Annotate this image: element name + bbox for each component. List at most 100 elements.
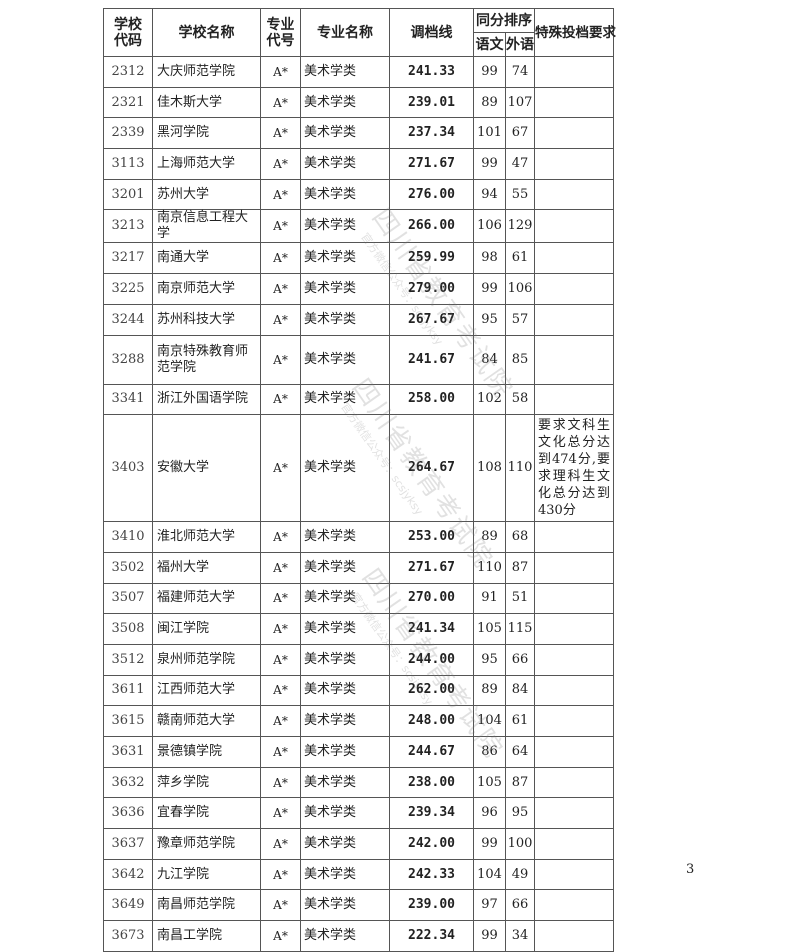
school-name-cell: 闽江学院 <box>152 613 261 645</box>
table-row: 3649 南昌师范学院 A* 美术学类 239.00 97 66 <box>103 889 614 922</box>
school-code-cell: 3410 <box>103 521 153 553</box>
chinese-rank-cell: 106 <box>473 209 506 244</box>
school-code-cell: 2339 <box>103 117 153 150</box>
school-code-cell: 3631 <box>103 736 153 768</box>
foreign-rank-cell: 67 <box>505 117 535 150</box>
table-row: 3512 泉州师范学院 A* 美术学类 244.00 95 66 <box>103 643 614 676</box>
chinese-rank-cell: 99 <box>473 148 506 180</box>
school-code-cell: 3649 <box>103 889 153 922</box>
special-requirement-cell <box>534 178 614 211</box>
foreign-rank-cell: 66 <box>505 889 535 922</box>
school-code-cell: 3113 <box>103 148 153 180</box>
foreign-rank-cell: 74 <box>505 56 535 88</box>
foreign-rank-cell: 68 <box>505 521 535 553</box>
table-row: 3636 宜春学院 A* 美术学类 239.34 96 95 <box>103 797 614 830</box>
header-school-name: 学校名称 <box>152 8 261 57</box>
major-code-cell: A* <box>260 334 301 385</box>
table-row: 3213 南京信息工程大学 A* 美术学类 266.00 106 129 <box>103 209 614 244</box>
special-requirement-cell <box>534 920 614 952</box>
school-name-cell: 南京特殊教育师范学院 <box>152 334 261 385</box>
school-name-cell: 泉州师范学院 <box>152 643 261 676</box>
major-name-cell: 美术学类 <box>300 86 390 119</box>
major-code-cell: A* <box>260 178 301 211</box>
major-code-cell: A* <box>260 521 301 553</box>
special-requirement-cell <box>534 889 614 922</box>
table-row: 3113 上海师范大学 A* 美术学类 271.67 99 47 <box>103 148 614 180</box>
special-requirement-cell <box>534 674 614 707</box>
school-code-cell: 3615 <box>103 705 153 737</box>
major-code-cell: A* <box>260 889 301 922</box>
chinese-rank-cell: 91 <box>473 582 506 615</box>
chinese-rank-cell: 105 <box>473 766 506 799</box>
table-row: 3244 苏州科技大学 A* 美术学类 267.67 95 57 <box>103 303 614 336</box>
table-row: 3631 景德镇学院 A* 美术学类 244.67 86 64 <box>103 736 614 768</box>
chinese-rank-cell: 95 <box>473 303 506 336</box>
cutoff-score-cell: 239.01 <box>389 86 474 119</box>
chinese-rank-cell: 96 <box>473 797 506 830</box>
school-name-cell: 黑河学院 <box>152 117 261 150</box>
foreign-rank-cell: 58 <box>505 383 535 416</box>
cutoff-score-cell: 253.00 <box>389 521 474 553</box>
special-requirement-cell <box>534 828 614 860</box>
cutoff-score-cell: 222.34 <box>389 920 474 952</box>
major-name-cell: 美术学类 <box>300 674 390 707</box>
chinese-rank-cell: 86 <box>473 736 506 768</box>
major-name-cell: 美术学类 <box>300 117 390 150</box>
cutoff-score-cell: 242.00 <box>389 828 474 860</box>
chinese-rank-cell: 89 <box>473 674 506 707</box>
special-requirement-cell <box>534 209 614 244</box>
special-requirement-cell <box>534 736 614 768</box>
foreign-rank-cell: 100 <box>505 828 535 860</box>
cutoff-score-cell: 279.00 <box>389 273 474 305</box>
special-requirement-cell <box>534 383 614 416</box>
table-row: 3642 九江学院 A* 美术学类 242.33 104 49 <box>103 858 614 891</box>
school-name-cell: 赣南师范大学 <box>152 705 261 737</box>
major-name-cell: 美术学类 <box>300 273 390 305</box>
major-name-cell: 美术学类 <box>300 521 390 553</box>
cutoff-score-cell: 238.00 <box>389 766 474 799</box>
major-code-cell: A* <box>260 56 301 88</box>
school-code-cell: 3288 <box>103 334 153 385</box>
table-row: 3502 福州大学 A* 美术学类 271.67 110 87 <box>103 551 614 584</box>
major-name-cell: 美术学类 <box>300 797 390 830</box>
chinese-rank-cell: 104 <box>473 858 506 891</box>
special-requirement-cell <box>534 117 614 150</box>
major-code-cell: A* <box>260 209 301 244</box>
major-name-cell: 美术学类 <box>300 889 390 922</box>
table-row: 3410 淮北师范大学 A* 美术学类 253.00 89 68 <box>103 521 614 553</box>
header-cutoff: 调档线 <box>389 8 474 57</box>
school-name-cell: 上海师范大学 <box>152 148 261 180</box>
cutoff-score-cell: 258.00 <box>389 383 474 416</box>
table-row: 3201 苏州大学 A* 美术学类 276.00 94 55 <box>103 178 614 211</box>
foreign-rank-cell: 64 <box>505 736 535 768</box>
chinese-rank-cell: 104 <box>473 705 506 737</box>
major-code-cell: A* <box>260 273 301 305</box>
foreign-rank-cell: 49 <box>505 858 535 891</box>
special-requirement-cell: 要求文科生文化总分达到474分,要求理科生文化总分达到430分 <box>534 414 614 523</box>
table-row: 3288 南京特殊教育师范学院 A* 美术学类 241.67 84 85 <box>103 334 614 385</box>
foreign-rank-cell: 95 <box>505 797 535 830</box>
table-row: 2339 黑河学院 A* 美术学类 237.34 101 67 <box>103 117 614 150</box>
major-name-cell: 美术学类 <box>300 766 390 799</box>
foreign-rank-cell: 61 <box>505 242 535 275</box>
major-name-cell: 美术学类 <box>300 582 390 615</box>
school-code-cell: 3636 <box>103 797 153 830</box>
major-name-cell: 美术学类 <box>300 736 390 768</box>
major-name-cell: 美术学类 <box>300 551 390 584</box>
school-code-cell: 3213 <box>103 209 153 244</box>
school-code-cell: 3611 <box>103 674 153 707</box>
special-requirement-cell <box>534 858 614 891</box>
chinese-rank-cell: 99 <box>473 56 506 88</box>
foreign-rank-cell: 51 <box>505 582 535 615</box>
chinese-rank-cell: 108 <box>473 414 506 523</box>
school-code-cell: 2312 <box>103 56 153 88</box>
foreign-rank-cell: 61 <box>505 705 535 737</box>
cutoff-score-cell: 276.00 <box>389 178 474 211</box>
special-requirement-cell <box>534 521 614 553</box>
major-code-cell: A* <box>260 242 301 275</box>
table-row: 3225 南京师范大学 A* 美术学类 279.00 99 106 <box>103 273 614 305</box>
school-name-cell: 豫章师范学院 <box>152 828 261 860</box>
major-code-cell: A* <box>260 828 301 860</box>
header-major-name: 专业名称 <box>300 8 390 57</box>
special-requirement-cell <box>534 797 614 830</box>
